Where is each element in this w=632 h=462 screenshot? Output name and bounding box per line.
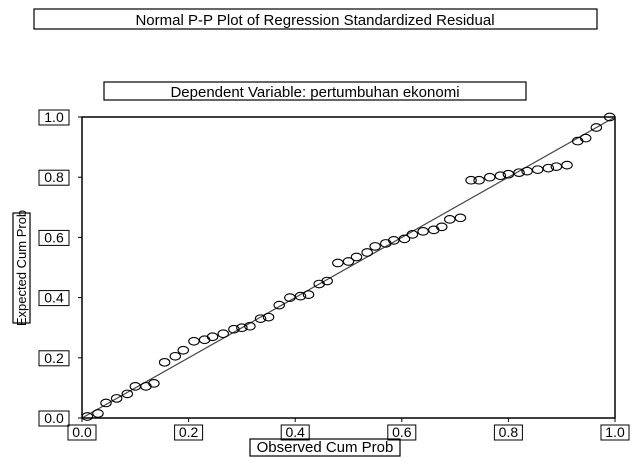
data-point: [294, 291, 307, 301]
x-tick-label-box: [600, 424, 630, 441]
reference-line: [81, 116, 616, 419]
data-point: [100, 398, 112, 408]
data-point: [428, 225, 440, 235]
plot-frame: [81, 116, 616, 419]
data-point: [244, 321, 256, 331]
data-point: [217, 329, 229, 339]
y-tick-label-box: [38, 290, 70, 307]
y-tick-label-box: [38, 350, 70, 367]
data-points: [81, 112, 616, 421]
data-point: [454, 213, 467, 223]
chart-title: Normal P-P Plot of Regression Standardiz…: [135, 12, 494, 29]
data-point: [158, 357, 171, 367]
data-point: [579, 133, 592, 143]
data-point: [206, 332, 219, 342]
x-tick-label-box: [280, 424, 310, 441]
data-point: [188, 336, 200, 346]
y-tick-label-box: [38, 229, 70, 246]
subtitle-box: [103, 81, 527, 101]
data-point: [561, 160, 573, 170]
x-axis-label: Observed Cum Prob: [257, 439, 394, 456]
data-point: [369, 242, 381, 251]
data-point: [542, 163, 555, 173]
title-box: [33, 8, 598, 30]
data-point: [473, 175, 485, 185]
data-point: [350, 252, 363, 262]
y-tick-label-box: [38, 410, 70, 427]
data-point: [148, 379, 160, 388]
x-tick-label-box: [387, 424, 417, 441]
data-point: [361, 248, 373, 257]
y-axis-label-box: [12, 212, 31, 324]
y-tick-label: 0.6: [44, 229, 64, 245]
data-point: [273, 300, 285, 310]
data-point: [388, 236, 400, 245]
data-point: [436, 222, 448, 232]
y-tick-label: 0.2: [44, 350, 64, 366]
data-point: [121, 389, 134, 399]
data-point: [140, 382, 152, 391]
data-point: [550, 162, 563, 172]
data-point: [417, 227, 429, 236]
data-point: [494, 171, 507, 181]
y-tick-label: 0.4: [44, 290, 64, 306]
x-tick-label-box: [174, 424, 204, 441]
x-tick-label-box: [493, 424, 523, 441]
x-tick-label-box: [67, 424, 97, 441]
data-point: [110, 394, 123, 403]
data-point: [198, 335, 211, 345]
data-point: [302, 290, 315, 299]
data-point: [521, 166, 533, 176]
data-point: [342, 257, 355, 266]
chart-subtitle: Dependent Variable: pertumbuhan ekonomi: [170, 84, 459, 101]
data-point: [321, 276, 333, 286]
x-tick-label: 0.6: [392, 424, 412, 440]
x-tick-label: 1.0: [605, 424, 625, 440]
x-tick-label: 0.0: [72, 424, 92, 440]
x-tick-label: 0.8: [499, 424, 519, 440]
data-point: [169, 351, 182, 361]
y-axis-label: Expected Cum Prob: [14, 210, 29, 326]
data-point: [513, 168, 525, 178]
data-point: [254, 314, 267, 324]
y-tick-label: 0.8: [44, 169, 64, 185]
data-point: [398, 234, 411, 244]
x-tick-label: 0.2: [179, 424, 199, 440]
data-point: [531, 165, 544, 175]
data-point: [81, 412, 94, 421]
data-point: [236, 323, 248, 333]
data-point: [177, 345, 190, 355]
axis-ticks: 0.0 0.2 0.4 0.6 0.8 1.0 0.0 0.2 0.4 0.6 0.8 1.0: [38, 109, 630, 441]
data-point: [332, 258, 344, 268]
y-tick-label: 1.0: [44, 109, 64, 125]
x-tick-label: 0.4: [285, 424, 305, 440]
data-point: [483, 172, 496, 182]
data-point: [92, 409, 104, 418]
data-point: [502, 169, 515, 179]
data-point: [603, 112, 616, 122]
y-tick-label-box: [38, 169, 70, 186]
y-tick-label: 0.0: [44, 410, 64, 426]
data-point: [590, 123, 603, 132]
data-point: [406, 230, 419, 239]
data-point: [228, 324, 240, 334]
y-tick-label-box: [38, 109, 70, 126]
data-point: [284, 293, 296, 302]
data-point: [262, 312, 275, 322]
data-point: [465, 175, 477, 185]
x-axis-label-box: [249, 438, 401, 457]
data-point: [444, 214, 456, 224]
